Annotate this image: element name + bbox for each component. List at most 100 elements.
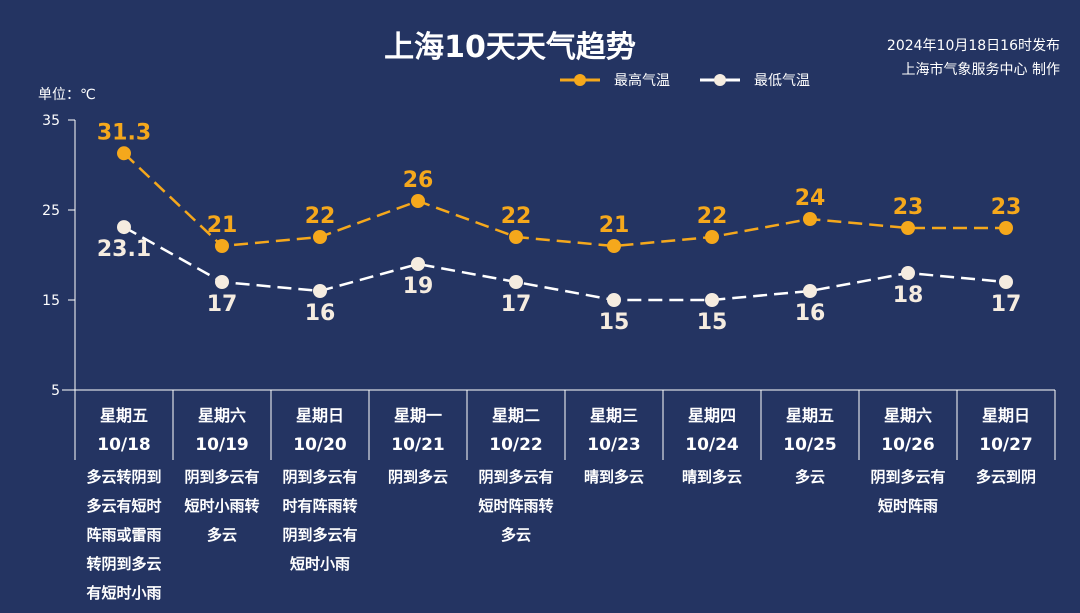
weekday-label: 星期五 [100, 406, 148, 425]
low-temp-label: 17 [501, 292, 532, 317]
date-label: 10/26 [881, 435, 935, 455]
legend-low-marker [700, 74, 740, 86]
low-temp-label: 16 [795, 301, 826, 326]
weather-description: 多云 [761, 463, 859, 492]
date-label: 10/25 [783, 435, 837, 455]
high-temp-label: 21 [207, 213, 238, 238]
date-label: 10/21 [391, 435, 445, 455]
legend-low: 最低气温 [700, 70, 810, 90]
date-label: 10/20 [293, 435, 347, 455]
low-temp-label: 17 [991, 292, 1022, 317]
high-temp-point [901, 221, 915, 235]
high-temp-point [705, 230, 719, 244]
weather-line: 有短时小雨 [86, 584, 162, 602]
legend-low-label: 最低气温 [754, 73, 810, 89]
high-temp-point [803, 212, 817, 226]
low-temp-point [509, 275, 523, 289]
weekday-label: 星期日 [296, 406, 344, 425]
date-label: 10/22 [489, 435, 543, 455]
weather-line: 转阴到多云 [86, 555, 162, 573]
weather-line: 多云有短时 [86, 497, 162, 515]
weather-line: 多云转阴到 [86, 468, 162, 486]
weather-line: 多云 [794, 468, 825, 486]
weather-line: 时有阵雨转 [282, 497, 358, 515]
weather-description: 多云转阴到多云有短时阵雨或雷雨转阴到多云有短时小雨 [75, 463, 173, 608]
legend-high-label: 最高气温 [614, 73, 670, 89]
weather-line: 阴到多云有 [870, 468, 946, 486]
weather-description: 多云到阴 [957, 463, 1055, 492]
legend: 最高气温 最低气温 [560, 70, 810, 90]
high-temp-label: 22 [501, 204, 532, 229]
weather-description: 阴到多云有短时阵雨转多云 [467, 463, 565, 550]
high-temp-label: 22 [305, 204, 336, 229]
date-label: 10/24 [685, 435, 739, 455]
high-temp-point [999, 221, 1013, 235]
high-temp-label: 23 [893, 195, 924, 220]
weekday-label: 星期六 [884, 406, 932, 425]
low-temp-label: 17 [207, 292, 238, 317]
y-tick-label: 5 [51, 383, 60, 399]
high-temp-point [313, 230, 327, 244]
high-temp-label: 21 [599, 213, 630, 238]
weather-description: 阴到多云有 短时阵雨 [859, 463, 957, 521]
weather-line: 阴到多云 [387, 468, 448, 486]
weather-line: 阵雨或雷雨 [86, 526, 162, 544]
publish-time: 2024年10月18日16时发布 [886, 38, 1060, 54]
weather-line: 晴到多云 [681, 468, 742, 486]
low-temp-label: 16 [305, 301, 336, 326]
weather-line: 阴到多云有 [282, 526, 358, 544]
weekday-label: 星期六 [198, 406, 246, 425]
unit-label: 单位：℃ [38, 87, 96, 103]
low-temp-label: 15 [697, 310, 728, 335]
low-temp-label: 23.1 [97, 237, 151, 262]
weekday-label: 星期二 [492, 406, 540, 425]
low-temp-label: 18 [893, 283, 924, 308]
weekday-label: 星期三 [590, 406, 638, 425]
page-title: 上海10天天气趋势 [384, 30, 636, 65]
date-label: 10/19 [195, 435, 249, 455]
high-temp-line [123, 152, 1006, 248]
date-label: 10/23 [587, 435, 641, 455]
low-temp-label: 19 [403, 274, 434, 299]
low-temp-point [607, 293, 621, 307]
high-temp-point [215, 239, 229, 253]
weather-line: 短时阵雨转 [478, 497, 554, 515]
weather-description: 阴到多云有 时有阵雨转 阴到多云有 短时小雨 [271, 463, 369, 579]
producer: 上海市气象服务中心 制作 [901, 62, 1060, 78]
low-temp-point [313, 284, 327, 298]
weather-line: 阴到多云有 [478, 468, 554, 486]
y-tick-label: 15 [42, 293, 60, 309]
high-temp-point [411, 194, 425, 208]
low-temp-point [215, 275, 229, 289]
y-tick-label: 25 [42, 203, 60, 219]
low-temp-point [411, 257, 425, 271]
high-temp-label: 26 [403, 168, 434, 193]
weekday-label: 星期一 [394, 406, 442, 425]
weather-description: 晴到多云 [663, 463, 761, 492]
high-temp-label: 31.3 [97, 120, 151, 145]
low-temp-point [705, 293, 719, 307]
weather-line: 多云 [500, 526, 531, 544]
weather-line: 多云 [206, 526, 237, 544]
high-temp-label: 24 [795, 186, 826, 211]
weekday-label: 星期日 [982, 406, 1030, 425]
weather-line: 晴到多云 [583, 468, 644, 486]
weekday-label: 星期五 [786, 406, 834, 425]
legend-high: 最高气温 [560, 70, 670, 90]
high-temp-point [117, 146, 131, 161]
high-temp-label: 23 [991, 195, 1022, 220]
date-label: 10/18 [97, 435, 151, 455]
low-temp-point [999, 275, 1013, 289]
weekday-label: 星期四 [688, 406, 736, 425]
y-tick-label: 35 [42, 113, 60, 129]
high-temp-label: 22 [697, 204, 728, 229]
weather-line: 短时小雨 [289, 555, 350, 573]
weather-line: 短时阵雨 [877, 497, 938, 515]
high-temp-point [509, 230, 523, 244]
weather-description: 阴到多云 [369, 463, 467, 492]
weather-line: 阴到多云有 [184, 468, 260, 486]
low-temp-line [123, 226, 1007, 302]
weather-line: 阴到多云有 [282, 468, 358, 486]
date-label: 10/27 [979, 435, 1033, 455]
